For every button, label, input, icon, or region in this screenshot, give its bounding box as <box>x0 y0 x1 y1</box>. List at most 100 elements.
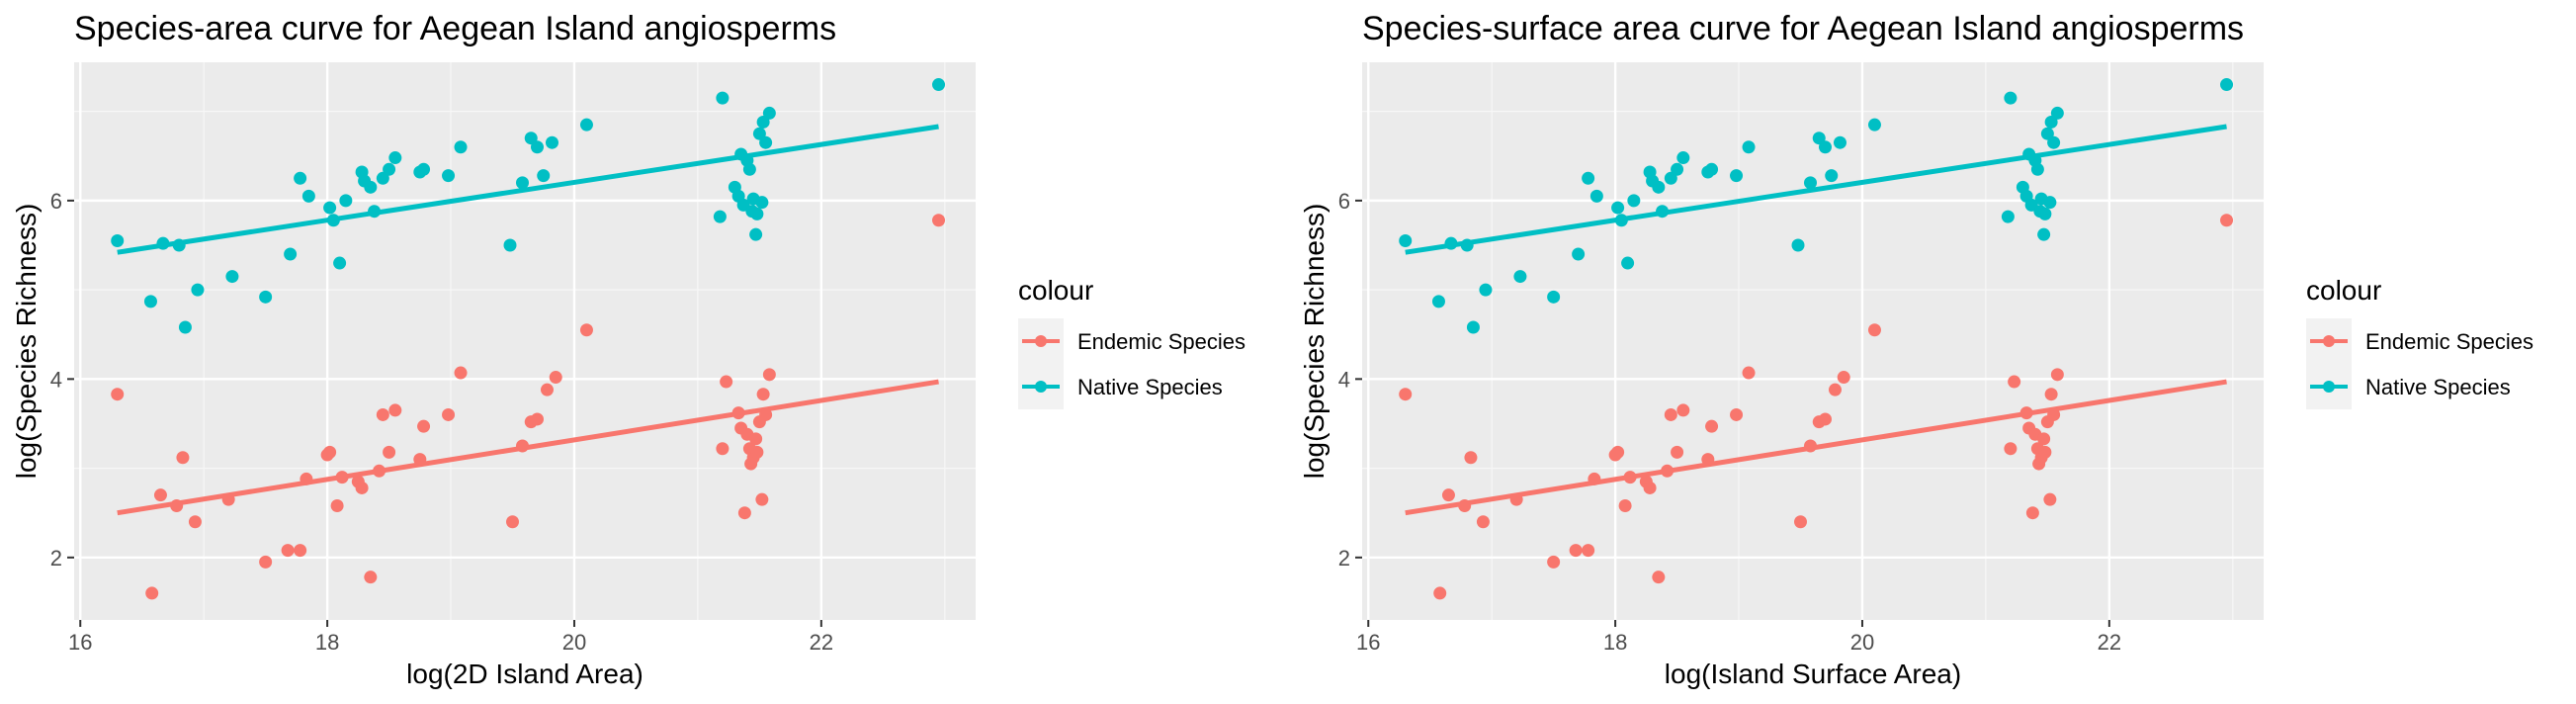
data-point-endemic-species <box>1804 439 1818 453</box>
plot-panel <box>74 62 976 620</box>
x-tick-label: 20 <box>562 630 586 655</box>
data-point-native-species <box>1705 162 1719 176</box>
data-point-native-species <box>417 162 431 176</box>
x-tick-label: 16 <box>1356 630 1380 655</box>
data-point-native-species <box>1742 140 1756 154</box>
data-point-native-species <box>1825 169 1839 183</box>
data-point-endemic-species <box>2050 368 2064 382</box>
data-point-endemic-species <box>1730 407 1744 421</box>
y-tick-label: 2 <box>1338 546 1350 571</box>
data-point-native-species <box>368 205 382 219</box>
data-point-endemic-species <box>579 323 593 337</box>
data-point-native-species <box>172 238 186 252</box>
legend-label-native: Native Species <box>2365 375 2511 399</box>
data-point-endemic-species <box>1588 472 1601 485</box>
data-point-endemic-species <box>2037 432 2051 446</box>
data-point-endemic-species <box>1818 412 1832 426</box>
data-point-native-species <box>454 140 468 154</box>
data-point-endemic-species <box>383 445 396 459</box>
x-tick-label: 18 <box>1603 630 1627 655</box>
data-point-native-species <box>1572 247 1586 261</box>
data-point-endemic-species <box>1652 571 1666 584</box>
data-point-endemic-species <box>506 515 520 529</box>
data-point-native-species <box>756 115 770 129</box>
data-point-endemic-species <box>153 488 167 502</box>
data-point-native-species <box>111 233 125 247</box>
data-point-endemic-species <box>750 445 764 459</box>
data-point-endemic-species <box>2220 214 2234 227</box>
data-point-native-species <box>716 91 730 105</box>
y-tick-label: 6 <box>1338 189 1350 214</box>
data-point-endemic-species <box>1671 445 1684 459</box>
legend-title: colour <box>1018 275 1093 306</box>
data-point-native-species <box>2047 135 2061 149</box>
data-point-endemic-species <box>442 407 456 421</box>
data-point-native-species <box>2004 91 2018 105</box>
data-point-endemic-species <box>388 403 402 417</box>
data-point-endemic-species <box>1476 515 1490 529</box>
data-point-endemic-species <box>516 439 530 453</box>
data-points <box>111 78 946 600</box>
data-point-endemic-species <box>530 412 544 426</box>
data-point-native-species <box>301 189 315 203</box>
legend-label-native: Native Species <box>1077 375 1223 399</box>
data-point-native-species <box>750 207 764 220</box>
y-axis-title: log(Species Richness) <box>1299 204 1330 480</box>
x-axis-title: log(2D Island Area) <box>406 659 644 689</box>
chart-svg: Species-area curve for Aegean Island ang… <box>11 10 1245 689</box>
fit-line-native-species <box>1405 124 2227 255</box>
data-point-endemic-species <box>221 492 235 506</box>
data-point-endemic-species <box>188 515 202 529</box>
data-point-native-species <box>1652 180 1666 194</box>
data-point-endemic-species <box>1509 492 1523 506</box>
data-point-native-species <box>524 132 538 145</box>
chart-panel-species-surface-area: Species-surface area curve for Aegean Is… <box>1288 0 2576 704</box>
data-point-native-species <box>364 180 378 194</box>
data-point-native-species <box>1664 171 1677 185</box>
legend-point-endemic <box>1035 335 1047 347</box>
data-point-endemic-species <box>281 544 295 558</box>
data-point-native-species <box>1656 205 1670 219</box>
data-point-endemic-species <box>762 368 776 382</box>
data-point-endemic-species <box>932 214 946 227</box>
data-point-native-species <box>1818 140 1832 154</box>
legend-label-endemic: Endemic Species <box>2365 329 2533 354</box>
data-point-endemic-species <box>1611 445 1625 459</box>
data-point-endemic-species <box>111 388 125 401</box>
data-point-endemic-species <box>756 388 770 401</box>
chart-svg: Species-surface area curve for Aegean Is… <box>1299 10 2533 689</box>
data-point-native-species <box>1730 169 1744 183</box>
data-point-endemic-species <box>417 419 431 433</box>
data-point-native-species <box>1804 176 1818 190</box>
data-point-endemic-species <box>1433 586 1447 600</box>
data-point-native-species <box>1671 162 1684 176</box>
chart-panel-species-area: Species-area curve for Aegean Island ang… <box>11 10 1245 689</box>
data-point-endemic-species <box>2008 375 2021 389</box>
legend-title: colour <box>2306 275 2381 306</box>
data-point-native-species <box>259 290 273 304</box>
data-point-native-species <box>713 210 727 223</box>
data-point-native-species <box>376 171 389 185</box>
data-point-native-species <box>2038 207 2052 220</box>
data-point-endemic-species <box>2047 407 2061 421</box>
data-point-native-species <box>284 247 298 261</box>
data-point-native-species <box>932 78 946 92</box>
data-point-endemic-species <box>413 453 427 467</box>
x-axis-ticks: 16 18 20 22 <box>68 620 833 655</box>
legend-point-native <box>2323 381 2335 393</box>
data-point-native-species <box>1466 320 1480 334</box>
data-point-endemic-species <box>737 506 751 520</box>
grid-lines <box>74 62 976 620</box>
data-point-native-species <box>326 214 340 227</box>
x-tick-label: 16 <box>68 630 92 655</box>
data-point-native-species <box>1611 201 1625 215</box>
data-point-native-species <box>191 283 205 297</box>
data-point-endemic-species <box>1464 451 1478 465</box>
data-point-endemic-species <box>1867 323 1881 337</box>
y-axis-title: log(Species Richness) <box>11 204 42 480</box>
data-point-endemic-species <box>2025 506 2039 520</box>
data-point-native-species <box>1627 194 1641 208</box>
data-point-endemic-species <box>2043 492 2057 506</box>
data-point-endemic-species <box>1742 366 1756 380</box>
data-point-native-species <box>762 106 776 120</box>
